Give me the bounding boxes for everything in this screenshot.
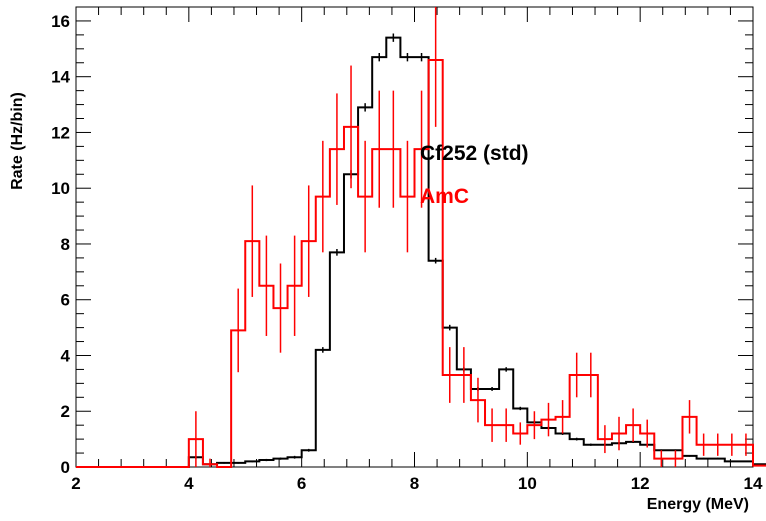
y-tick-label: 14 xyxy=(51,68,70,87)
y-tick-label: 6 xyxy=(61,291,70,310)
y-axis-title: Rate (Hz/bin) xyxy=(9,92,26,190)
y-tick-label: 12 xyxy=(51,123,70,142)
y-tick-label: 4 xyxy=(61,346,71,365)
histogram-line xyxy=(76,36,766,468)
y-axis: 0 2 4 6 8 10 12 14 16 xyxy=(51,6,753,477)
x-tick-label: 6 xyxy=(297,474,306,493)
x-tick-label: 14 xyxy=(744,474,763,493)
y-tick-label: 16 xyxy=(51,12,70,31)
x-axis: 2 4 6 8 10 12 14 xyxy=(71,7,763,493)
legend-entry-cf252: Cf252 (std) xyxy=(420,142,529,165)
y-tick-label: 8 xyxy=(61,235,70,254)
x-axis-title: Energy (MeV) xyxy=(647,496,749,513)
y-tick-label: 10 xyxy=(51,179,70,198)
series-layer xyxy=(76,7,766,468)
series-amc xyxy=(76,7,766,468)
x-tick-label: 8 xyxy=(410,474,419,493)
x-tick-label: 2 xyxy=(71,474,80,493)
legend-entry-amc: AmC xyxy=(420,185,469,208)
plot-frame xyxy=(75,6,754,468)
y-tick-label: 2 xyxy=(61,402,70,421)
histogram-line xyxy=(76,58,766,468)
x-tick-label: 12 xyxy=(631,474,650,493)
x-tick-label: 4 xyxy=(184,474,194,493)
x-tick-label: 10 xyxy=(518,474,537,493)
y-tick-label: 0 xyxy=(61,458,70,477)
